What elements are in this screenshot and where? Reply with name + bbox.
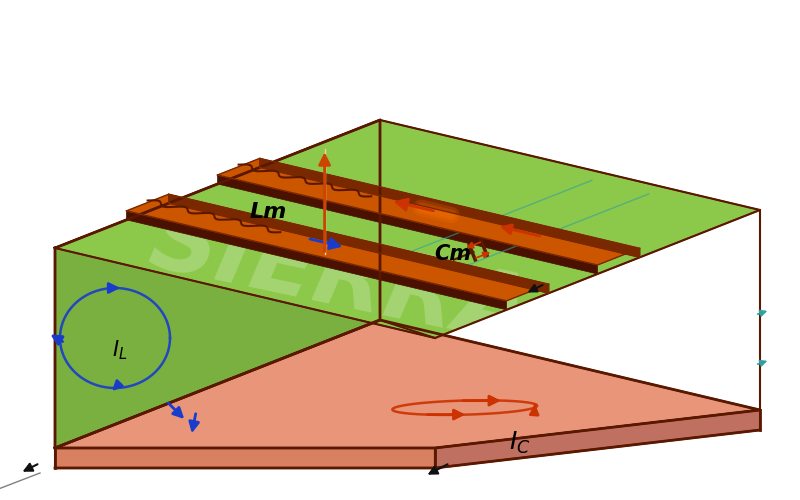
Polygon shape: [435, 410, 760, 468]
Text: Cm: Cm: [434, 244, 472, 264]
Polygon shape: [260, 158, 640, 258]
Polygon shape: [55, 120, 380, 448]
Text: $\mathit{I_C}$: $\mathit{I_C}$: [509, 430, 530, 456]
Polygon shape: [126, 194, 549, 301]
Polygon shape: [126, 211, 506, 310]
Polygon shape: [55, 120, 760, 338]
Polygon shape: [55, 320, 760, 448]
Polygon shape: [55, 448, 435, 468]
Polygon shape: [218, 158, 640, 265]
Text: $\mathit{I_L}$: $\mathit{I_L}$: [112, 338, 128, 362]
Polygon shape: [55, 120, 760, 248]
Text: SIERRA: SIERRA: [142, 195, 538, 365]
Polygon shape: [169, 194, 549, 293]
Text: Lm: Lm: [250, 202, 287, 222]
Polygon shape: [218, 175, 598, 274]
